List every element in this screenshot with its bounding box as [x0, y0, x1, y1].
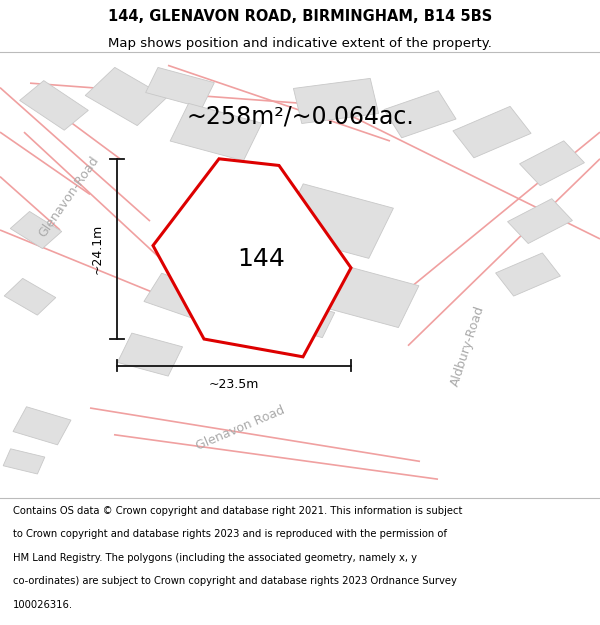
Text: ~23.5m: ~23.5m	[209, 378, 259, 391]
Polygon shape	[453, 106, 531, 158]
Polygon shape	[153, 159, 351, 357]
Polygon shape	[3, 449, 45, 474]
Text: 144, GLENAVON ROAD, BIRMINGHAM, B14 5BS: 144, GLENAVON ROAD, BIRMINGHAM, B14 5BS	[108, 9, 492, 24]
Text: Contains OS data © Crown copyright and database right 2021. This information is : Contains OS data © Crown copyright and d…	[13, 506, 463, 516]
Text: Map shows position and indicative extent of the property.: Map shows position and indicative extent…	[108, 38, 492, 51]
Polygon shape	[13, 407, 71, 445]
Polygon shape	[144, 273, 216, 320]
Text: 100026316.: 100026316.	[13, 599, 73, 609]
Polygon shape	[146, 68, 214, 108]
Text: HM Land Registry. The polygons (including the associated geometry, namely x, y: HM Land Registry. The polygons (includin…	[13, 552, 417, 562]
Text: Glenavon-Road: Glenavon-Road	[36, 154, 102, 239]
Text: Aldbury-Road: Aldbury-Road	[449, 304, 487, 388]
Polygon shape	[118, 333, 182, 376]
Polygon shape	[293, 78, 379, 124]
Polygon shape	[325, 266, 419, 328]
Text: co-ordinates) are subject to Crown copyright and database rights 2023 Ordnance S: co-ordinates) are subject to Crown copyr…	[13, 576, 457, 586]
Polygon shape	[4, 278, 56, 315]
Text: ~258m²/~0.064ac.: ~258m²/~0.064ac.	[186, 104, 414, 129]
Polygon shape	[10, 211, 62, 249]
Polygon shape	[496, 253, 560, 296]
Text: 144: 144	[237, 247, 285, 271]
Polygon shape	[85, 68, 167, 126]
Polygon shape	[20, 81, 88, 130]
Text: Glenavon Road: Glenavon Road	[194, 404, 286, 452]
Polygon shape	[170, 103, 262, 161]
Polygon shape	[384, 91, 456, 138]
Polygon shape	[277, 301, 335, 338]
Polygon shape	[278, 184, 394, 258]
Polygon shape	[520, 141, 584, 186]
Text: ~24.1m: ~24.1m	[91, 224, 104, 274]
Polygon shape	[508, 199, 572, 244]
Text: to Crown copyright and database rights 2023 and is reproduced with the permissio: to Crown copyright and database rights 2…	[13, 529, 447, 539]
